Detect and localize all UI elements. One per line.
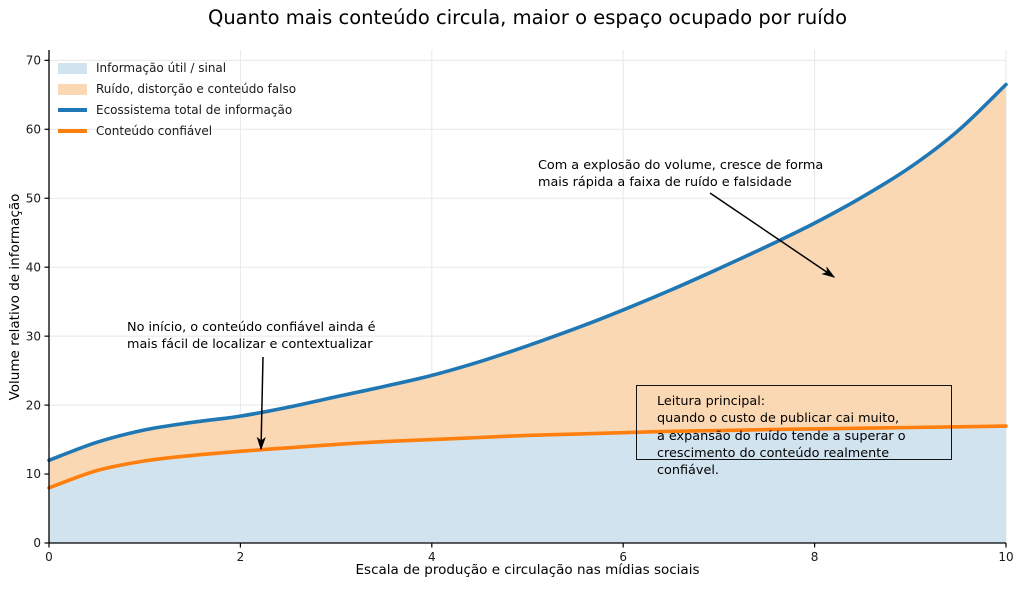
x-axis-label: Escala de produção e circulação nas mídi… <box>355 562 700 578</box>
signal-fill-swatch-icon <box>58 62 87 74</box>
key-reading-box: Leitura principal: quando o custo de pub… <box>636 385 952 478</box>
legend-label: Ruído, distorção e conteúdo falso <box>96 82 297 97</box>
reliable-line <box>47 424 1008 490</box>
y-tick-label: 40 <box>26 260 41 274</box>
noise-fill-swatch-icon <box>58 83 87 95</box>
y-tick-label: 0 <box>33 536 41 550</box>
y-axis-label: Volume relativo de informação <box>7 193 23 401</box>
legend-item-noise: Ruído, distorção e conteúdo falso <box>58 79 296 100</box>
total-line-swatch-icon <box>58 108 87 112</box>
chart-title: Quanto mais conteúdo circula, maior o es… <box>207 6 848 29</box>
x-tick-label: 4 <box>428 550 436 564</box>
x-tick-label: 8 <box>811 550 819 564</box>
total-line <box>47 82 1008 463</box>
legend-item-reliable: Conteúdo confiável <box>58 120 296 141</box>
y-tick-label: 30 <box>26 329 41 343</box>
x-tick-label: 2 <box>237 550 245 564</box>
y-tick-label: 50 <box>26 191 41 205</box>
legend-item-total: Ecossistema total de informação <box>58 100 296 121</box>
y-tick-label: 60 <box>26 122 41 136</box>
x-tick-label: 10 <box>998 550 1013 564</box>
legend-label: Informação útil / sinal <box>96 61 227 76</box>
y-tick-label: 10 <box>26 467 41 481</box>
x-tick-label: 0 <box>45 550 53 564</box>
x-tick-label: 6 <box>619 550 627 564</box>
reliable-line-swatch-icon <box>58 128 87 133</box>
legend-label: Ecossistema total de informação <box>96 102 293 117</box>
noise-area <box>49 84 1006 488</box>
y-tick-label: 70 <box>26 54 41 68</box>
legend-label: Conteúdo confiável <box>96 123 213 138</box>
annotation-early-signal: No início, o conteúdo confiável ainda é … <box>127 320 376 353</box>
annotation-arrow <box>709 192 836 278</box>
annotation-arrow <box>256 356 266 451</box>
signal-area <box>49 426 1006 543</box>
y-tick-label: 20 <box>26 398 41 412</box>
annotation-noise-growth: Com a explosão do volume, cresce de form… <box>538 158 824 191</box>
legend: Informação útil / sinal Ruído, distorção… <box>58 58 296 141</box>
legend-item-signal: Informação útil / sinal <box>58 58 296 79</box>
